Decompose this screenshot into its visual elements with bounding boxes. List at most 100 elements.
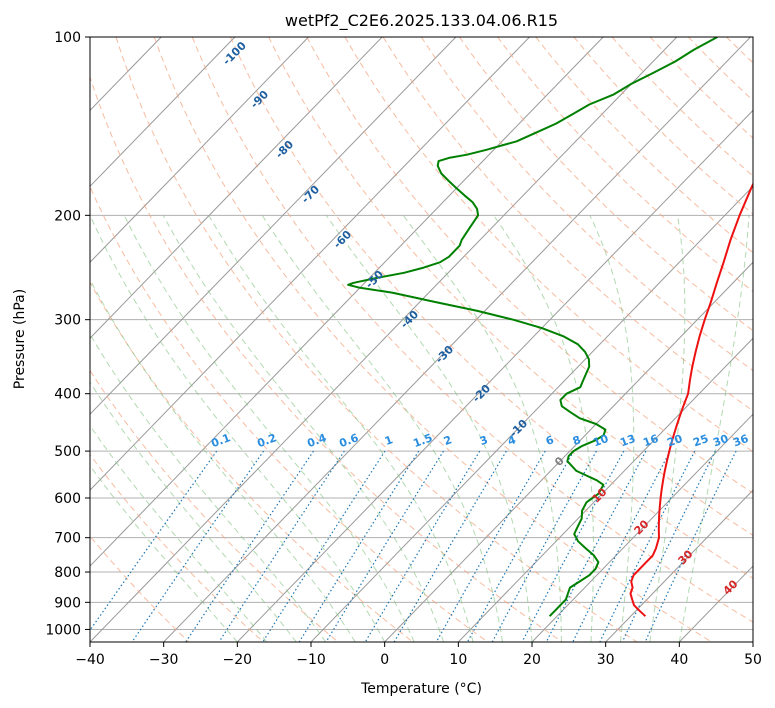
moist-adiabat (90, 381, 297, 642)
moist-adiabat (402, 215, 562, 642)
reference-lines (90, 37, 775, 642)
y-tick-label: 1000 (45, 622, 81, 638)
dry-adiabat (382, 37, 753, 412)
x-tick-label: 0 (380, 652, 389, 668)
y-tick-label: 900 (54, 595, 81, 611)
mixing-ratio-line (218, 450, 345, 642)
dry-adiabat (458, 37, 753, 332)
isotherm-line (90, 37, 236, 188)
isotherm-line (457, 337, 753, 642)
mixing-ratio-label: 20 (665, 432, 684, 450)
moist-adiabat (261, 215, 503, 642)
dry-adiabat (230, 37, 753, 579)
mixing-ratio-line (393, 450, 507, 642)
moist-adiabat (90, 424, 268, 642)
moist-adiabat (162, 215, 445, 642)
mixing-ratio-label: 0.1 (209, 431, 232, 450)
mixing-ratio-line (364, 450, 481, 642)
isotherm-line (236, 109, 753, 642)
temperature-profile (629, 182, 753, 617)
dry-adiabat (535, 37, 753, 254)
mixing-ratio-line (545, 450, 647, 642)
mixing-ratio-label: 0.6 (337, 431, 360, 450)
isotherm-label: -30 (433, 343, 456, 366)
isotherm-line (752, 641, 753, 642)
y-tick-label: 200 (54, 208, 81, 224)
moist-adiabat (589, 215, 635, 642)
isotherm-label: -80 (273, 138, 296, 161)
mixing-ratio-label: 13 (618, 432, 637, 449)
dry-adiabat (688, 37, 753, 102)
isotherm-line (163, 37, 751, 642)
y-axis-label: Pressure (hPa) (12, 289, 28, 389)
mixing-ratio-line (298, 450, 420, 642)
x-axis-label: Temperature (°C) (360, 681, 482, 697)
isotherm-line (90, 37, 309, 263)
moist-adiabat (678, 215, 750, 642)
isotherm-label: 30 (676, 547, 696, 567)
dry-adiabat (90, 281, 414, 642)
mixing-ratio-label: 25 (691, 432, 710, 449)
mixing-ratio-line (90, 450, 218, 632)
isotherm-label: -90 (248, 88, 271, 111)
isotherm-label: -40 (398, 308, 421, 331)
isotherm-line (90, 37, 530, 491)
moist-adiabat (90, 464, 238, 642)
dry-adiabat (90, 453, 264, 642)
mixing-ratio-line (644, 450, 737, 642)
dry-adiabat (115, 37, 638, 642)
mixing-ratio-line (491, 450, 597, 642)
y-tick-label: 700 (54, 531, 81, 547)
y-tick-label: 800 (54, 565, 81, 581)
mixing-ratio-label: 30 (711, 432, 730, 450)
mixing-ratio-label: 2 (442, 433, 454, 448)
moist-adiabat (325, 215, 533, 642)
x-tick-label: −10 (296, 652, 326, 668)
dry-adiabat (90, 535, 190, 642)
dry-adiabat (420, 37, 753, 372)
moist-adiabat (649, 215, 686, 642)
mixing-ratio-label: 0.4 (305, 431, 328, 450)
moist-adiabat (208, 215, 474, 642)
moist-adiabat (90, 278, 356, 642)
mixing-ratio-label: 36 (731, 432, 750, 450)
x-tick-label: 30 (597, 652, 615, 668)
isotherm-label: -100 (220, 39, 249, 68)
isotherm-line (384, 261, 753, 642)
isotherm-line (310, 185, 753, 642)
y-tick-label: 100 (54, 30, 81, 46)
dry-adiabat (649, 37, 753, 139)
chart-title: wetPf2_C2E6.2025.133.04.06.R15 (285, 11, 558, 31)
mixing-ratio-label: 1 (383, 433, 395, 448)
isoline-labels: -100-90-80-70-60-50-40-30-20-10010203040… (209, 39, 750, 598)
dry-adiabat (726, 37, 753, 64)
x-tick-label: −30 (149, 652, 179, 668)
isotherm-label: 20 (632, 517, 652, 537)
y-tick-label: 300 (54, 313, 81, 329)
isotherm-label: -70 (299, 183, 322, 206)
moist-adiabat (123, 215, 415, 642)
moist-adiabat (90, 215, 386, 642)
mixing-ratio-line (521, 450, 625, 642)
isotherm-line (90, 37, 604, 567)
dry-adiabat (344, 37, 753, 453)
y-tick-label: 400 (54, 387, 81, 403)
mixing-ratio-line (466, 450, 575, 642)
mixing-ratio-label: 0.2 (255, 431, 278, 450)
mixing-ratio-label: 4 (506, 433, 518, 448)
dry-adiabat (268, 37, 753, 536)
x-tick-label: −20 (223, 652, 253, 668)
mixing-ratio-label: 6 (544, 433, 556, 448)
dewpoint-profile (347, 37, 718, 617)
y-tick-label: 500 (54, 444, 81, 460)
mixing-ratio-line (325, 450, 445, 642)
dry-adiabat (765, 37, 775, 642)
plot-area (347, 37, 753, 617)
mixing-ratio-label: 1.5 (411, 431, 434, 450)
isotherm-line (605, 489, 753, 642)
dry-adiabat (497, 37, 753, 293)
mixing-ratio-line (435, 450, 546, 642)
x-tick-label: −40 (75, 652, 105, 668)
x-axis: −40 −30 −20 −10 0 10 20 30 40 50 (75, 642, 762, 668)
